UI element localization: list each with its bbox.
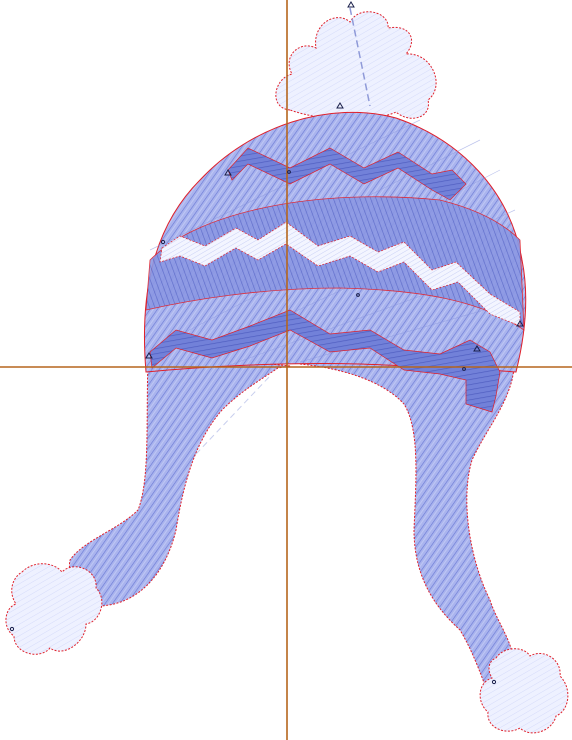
node-markers[interactable] [9, 1, 524, 685]
node-marker-triangle [336, 102, 344, 109]
zigzag-band-bottom[interactable] [149, 309, 501, 413]
zigzag-band-top[interactable] [227, 147, 467, 201]
node-marker-circle [160, 239, 166, 245]
node-marker-circle [356, 293, 360, 297]
zigzag-band-middle[interactable] [145, 196, 525, 331]
node-marker-triangle [347, 1, 355, 8]
node-marker-circle [9, 626, 15, 632]
node-marker-triangle [224, 169, 232, 176]
node-marker-circle [491, 679, 497, 685]
top-pompom[interactable] [275, 7, 437, 120]
stitch-path-guide [195, 375, 271, 455]
right-earflap[interactable] [299, 349, 519, 689]
node-marker-triangle [473, 345, 481, 352]
right-pompom[interactable] [479, 648, 569, 734]
node-marker-circle [462, 367, 466, 371]
node-marker-circle [287, 170, 291, 174]
left-earflap[interactable] [68, 359, 291, 607]
node-marker-triangle [145, 352, 153, 359]
left-pompom[interactable] [5, 563, 103, 655]
node-marker-triangle [516, 320, 524, 327]
